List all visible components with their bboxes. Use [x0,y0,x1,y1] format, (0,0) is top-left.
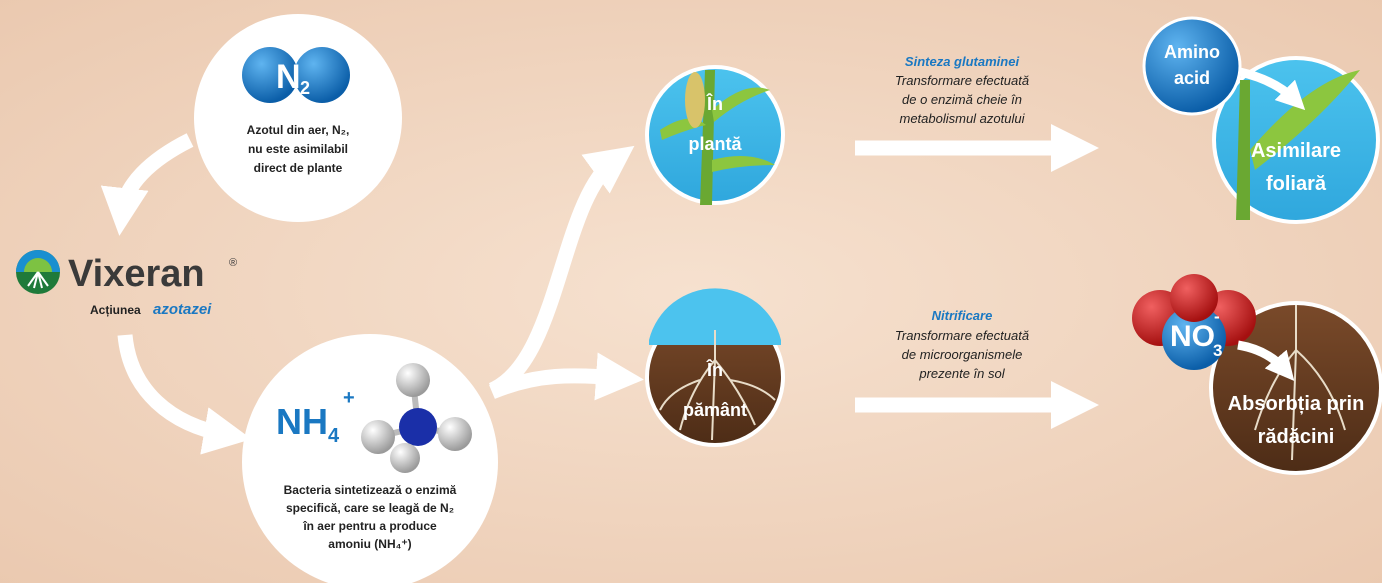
soil-label: În [706,359,723,380]
process-text: Transformare efectuată [895,73,1029,88]
n2-text: direct de plante [254,161,343,175]
nh4-superscript: + [343,387,355,409]
process-title: Nitrificare [932,308,993,323]
foliar-label: Asimilare [1251,140,1341,162]
nh4-text: specifică, care se leagă de N₂ [286,501,454,515]
nh4-subscript: 4 [328,425,340,447]
brand-mark: ® [229,257,237,269]
brand-caption: Acțiunea [90,303,141,317]
foliar-label: foliară [1266,173,1327,195]
process-text: Transformare efectuată [895,328,1029,343]
amino-ball [1144,18,1240,114]
process-title: Sinteza glutaminei [905,54,1020,69]
roots-label: rădăcini [1258,426,1335,448]
n2-text: nu este asimilabil [248,142,348,156]
brand-logo [16,250,60,294]
n2-symbol: N [276,58,301,96]
process-text: metabolismul azotului [899,111,1025,126]
plant-label: În [706,93,723,114]
diagram: N 2 Azotul din aer, N₂, nu este asimilab… [0,0,1382,583]
amino-label: acid [1174,68,1210,88]
process-text: prezente în sol [918,366,1005,381]
n2-circle [194,14,402,222]
no3-symbol: NO [1170,320,1215,353]
brand-caption-highlight: azotazei [153,301,212,318]
roots-label: Absorbția prin [1228,393,1365,415]
soil-label: pământ [683,400,747,420]
nh4-text: în aer pentru a produce [302,519,437,533]
process-text: de o enzimă cheie în [902,92,1022,107]
nh4-symbol: NH [276,401,328,442]
plant-label: plantă [688,134,742,154]
brand-name: Vixeran [68,253,205,295]
n2-subscript: 2 [300,78,310,98]
no3-subscript: 3 [1213,341,1222,360]
nh4-text: Bacteria sintetizează o enzimă [284,483,457,497]
amino-label: Amino [1164,42,1220,62]
atom [1170,274,1218,322]
no3-superscript: - [1214,307,1220,326]
nh4-text: amoniu (NH₄⁺) [328,537,411,551]
n2-text: Azotul din aer, N₂, [247,123,350,137]
process-text: de microorganismele [902,347,1023,362]
